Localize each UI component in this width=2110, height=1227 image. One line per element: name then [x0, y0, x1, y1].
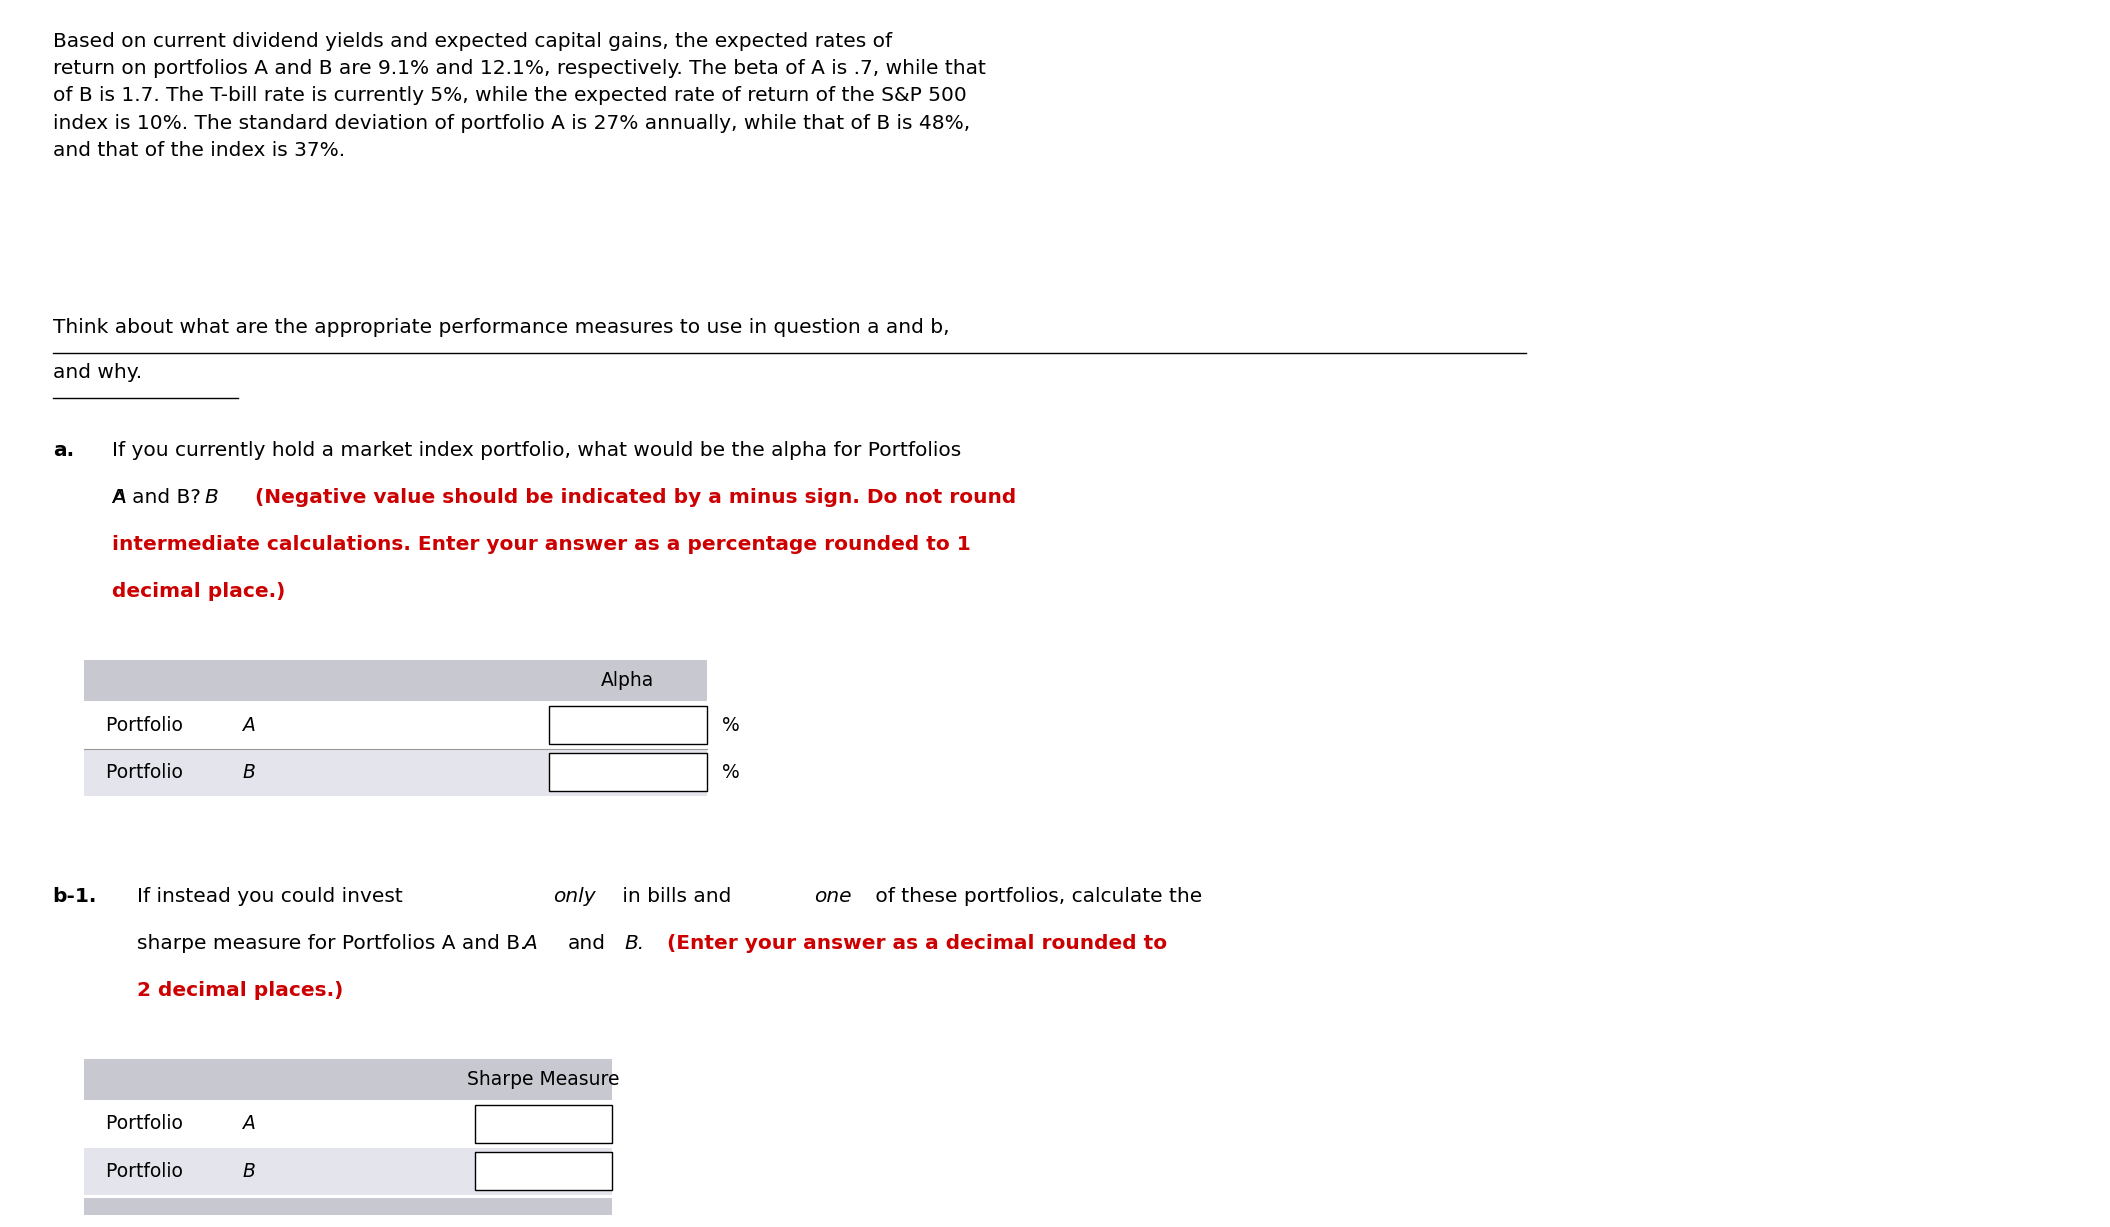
FancyBboxPatch shape — [475, 1104, 612, 1144]
Text: a.: a. — [53, 440, 74, 460]
Text: Portfolio: Portfolio — [106, 715, 188, 735]
Text: Portfolio: Portfolio — [106, 1162, 188, 1180]
FancyBboxPatch shape — [84, 702, 707, 748]
Text: A: A — [243, 715, 255, 735]
Text: A and B?: A and B? — [112, 488, 207, 507]
Text: Based on current dividend yields and expected capital gains, the expected rates : Based on current dividend yields and exp… — [53, 32, 985, 160]
Text: (Negative value should be indicated by a minus sign. Do not round: (Negative value should be indicated by a… — [255, 488, 1017, 507]
Text: b-1.: b-1. — [53, 887, 97, 906]
FancyBboxPatch shape — [84, 1059, 612, 1101]
FancyBboxPatch shape — [475, 1152, 612, 1190]
Text: decimal place.): decimal place.) — [112, 583, 285, 601]
Text: B: B — [243, 1162, 255, 1180]
Text: and: and — [568, 934, 606, 953]
Text: A: A — [523, 934, 538, 953]
Text: only: only — [553, 887, 595, 906]
Text: intermediate calculations. Enter your answer as a percentage rounded to 1: intermediate calculations. Enter your an… — [112, 535, 971, 555]
Text: and why.: and why. — [53, 363, 141, 383]
FancyBboxPatch shape — [549, 706, 707, 744]
Text: %: % — [722, 763, 738, 782]
Text: (Enter your answer as a decimal rounded to: (Enter your answer as a decimal rounded … — [667, 934, 1167, 953]
Text: Alpha: Alpha — [601, 671, 654, 690]
FancyBboxPatch shape — [84, 1199, 612, 1215]
Text: one: one — [814, 887, 852, 906]
Text: Sharpe Measure: Sharpe Measure — [466, 1070, 620, 1088]
Text: in bills and: in bills and — [616, 887, 738, 906]
Text: B: B — [243, 763, 255, 782]
FancyBboxPatch shape — [84, 1101, 612, 1147]
Text: A: A — [112, 488, 127, 507]
Text: Portfolio: Portfolio — [106, 1114, 188, 1134]
Text: of these portfolios, calculate the: of these portfolios, calculate the — [869, 887, 1203, 906]
FancyBboxPatch shape — [84, 748, 707, 796]
Text: B: B — [205, 488, 219, 507]
FancyBboxPatch shape — [84, 1147, 612, 1195]
Text: 2 decimal places.): 2 decimal places.) — [137, 982, 344, 1000]
Text: Think about what are the appropriate performance measures to use in question a a: Think about what are the appropriate per… — [53, 318, 950, 337]
FancyBboxPatch shape — [549, 753, 707, 791]
Text: A: A — [243, 1114, 255, 1134]
Text: B.: B. — [625, 934, 646, 953]
Text: If instead you could invest: If instead you could invest — [137, 887, 409, 906]
Text: sharpe measure for Portfolios A and B.: sharpe measure for Portfolios A and B. — [137, 934, 534, 953]
Text: %: % — [722, 715, 738, 735]
FancyBboxPatch shape — [84, 660, 707, 702]
Text: If you currently hold a market index portfolio, what would be the alpha for Port: If you currently hold a market index por… — [112, 440, 960, 460]
Text: Portfolio: Portfolio — [106, 763, 188, 782]
